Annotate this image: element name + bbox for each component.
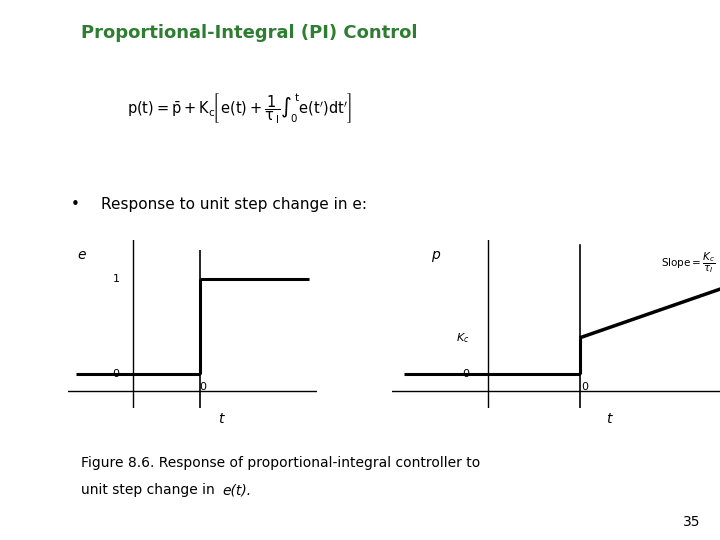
Text: $\mathrm{Slope} = \dfrac{K_c}{\tau_I}$: $\mathrm{Slope} = \dfrac{K_c}{\tau_I}$ xyxy=(661,250,716,275)
Text: Figure 8.6. Response of proportional-integral controller to: Figure 8.6. Response of proportional-int… xyxy=(81,456,480,470)
Text: Proportional-Integral (PI) Control: Proportional-Integral (PI) Control xyxy=(81,24,418,42)
Text: •: • xyxy=(71,197,80,212)
Text: Response to unit step change in e:: Response to unit step change in e: xyxy=(101,197,366,212)
Text: t: t xyxy=(606,413,611,427)
Text: p: p xyxy=(431,248,440,262)
Text: unit step change in: unit step change in xyxy=(81,483,219,497)
Text: Chapter 8: Chapter 8 xyxy=(21,212,40,328)
Text: t: t xyxy=(218,413,223,427)
Text: $K_c$: $K_c$ xyxy=(456,331,469,345)
Text: e: e xyxy=(77,248,86,262)
Text: e(t).: e(t). xyxy=(222,483,252,497)
Text: 0: 0 xyxy=(581,382,588,392)
Text: 1: 1 xyxy=(113,274,120,284)
Text: $\mathrm{p(t) = \bar{p} + K_c \!\left[\, e(t) + \dfrac{1}{\tau_{\,I}}\int_0^{\,t: $\mathrm{p(t) = \bar{p} + K_c \!\left[\,… xyxy=(127,92,352,126)
Text: 0: 0 xyxy=(462,369,469,379)
Text: 0: 0 xyxy=(199,382,207,392)
Text: 0: 0 xyxy=(113,369,120,379)
Text: 35: 35 xyxy=(683,515,701,529)
